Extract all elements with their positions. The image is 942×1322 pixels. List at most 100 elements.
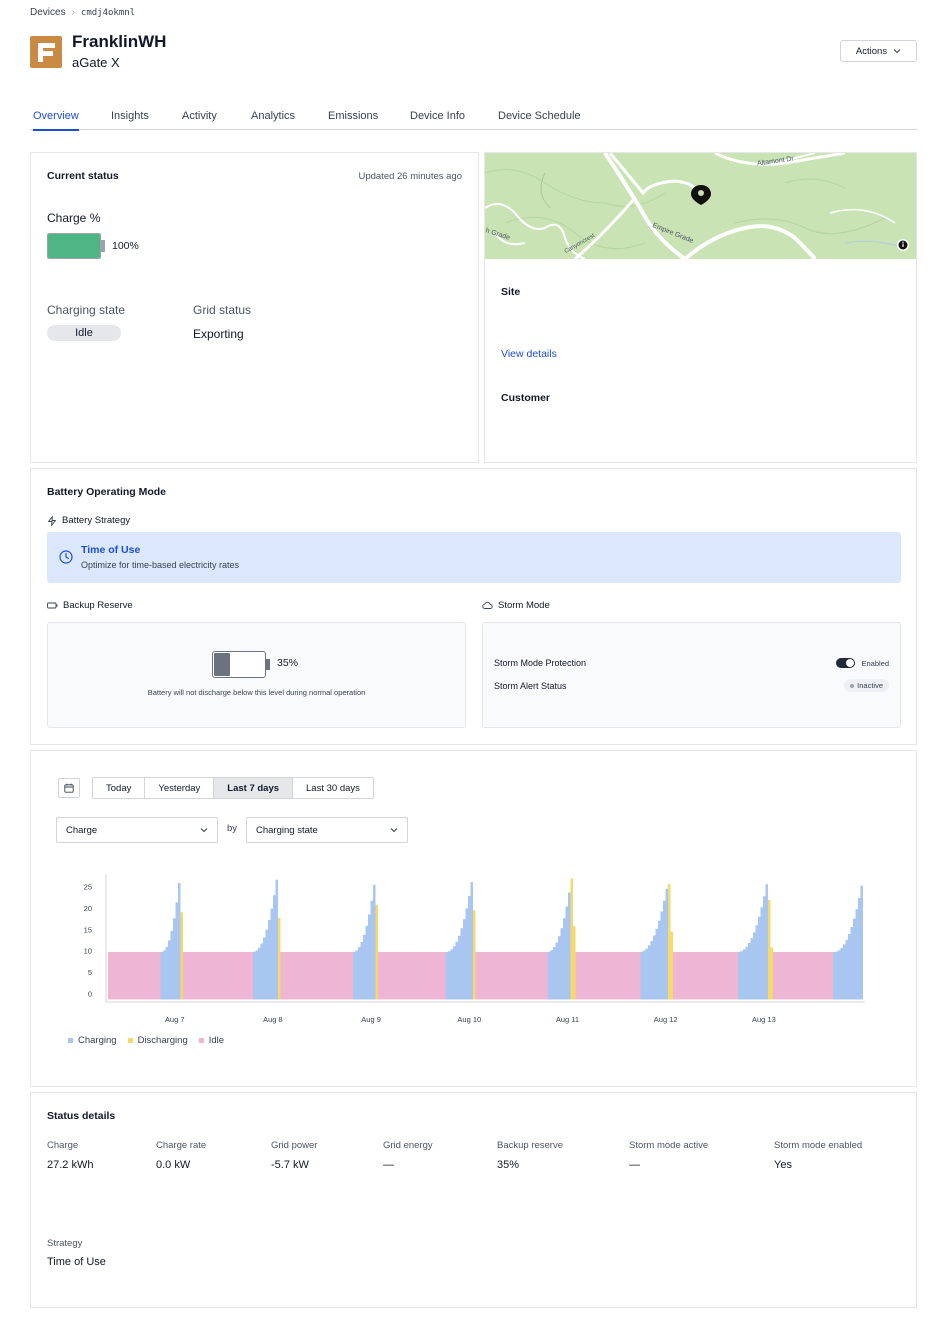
chart-bar [845, 939, 848, 1000]
x-tick-label: Aug 9 [361, 1015, 381, 1024]
chart-bar [183, 952, 186, 1000]
chart-bar [345, 952, 348, 1000]
chart-bar [610, 952, 613, 1000]
map-info-icon[interactable] [897, 239, 909, 251]
chart-bar [198, 952, 201, 1000]
tab-device-schedule[interactable]: Device Schedule [498, 110, 581, 122]
chart-bar [770, 947, 773, 1000]
chart-bar [460, 928, 463, 1000]
chart-bar [558, 936, 561, 1000]
status-field-value: — [383, 1159, 394, 1171]
range-yesterday-button[interactable]: Yesterday [145, 778, 215, 798]
chart-bar [440, 952, 443, 1000]
chart-bar [428, 952, 431, 1000]
chart-bar [638, 952, 641, 1000]
chart-bar [800, 952, 803, 1000]
chart-bar [458, 935, 461, 1000]
chart-bar [125, 952, 128, 1000]
chart-bar [408, 952, 411, 1000]
chart-bar [520, 952, 523, 1000]
chart-bar [548, 951, 551, 1000]
chart-bar [518, 952, 521, 1000]
chart-bar [633, 952, 636, 1000]
chart-bar [485, 952, 488, 1000]
chart-bar [258, 947, 261, 1000]
charge-label: Charge % [47, 211, 101, 225]
chart-bar [308, 952, 311, 1000]
tab-overview[interactable]: Overview [33, 110, 79, 131]
chart-bar [803, 952, 806, 1000]
y-tick-label: 20 [84, 904, 92, 913]
tab-insights[interactable]: Insights [111, 110, 149, 122]
lightning-icon [48, 515, 56, 526]
chart-bar [285, 952, 288, 1000]
chart-bar [375, 904, 378, 1000]
metric-select[interactable]: Charge [56, 817, 218, 843]
strategy-value: Time of Use [47, 1256, 106, 1268]
range-last-30-days-button[interactable]: Last 30 days [306, 782, 360, 794]
chart-bar [670, 931, 673, 1000]
chart-bar [553, 947, 556, 1000]
chart-bar [273, 895, 276, 1000]
chart-bar [715, 952, 718, 1000]
chart-bar [208, 952, 211, 1000]
tab-analytics[interactable]: Analytics [251, 110, 296, 122]
chart-bar [370, 900, 373, 1000]
date-picker-button[interactable] [58, 778, 80, 798]
group-by-select[interactable]: Charging state [246, 817, 408, 843]
chart-bar [675, 952, 678, 1000]
status-field-label: Grid power [271, 1140, 318, 1151]
tab-bar: Overview Insights Activity Analytics Emi… [30, 110, 917, 131]
chart-bar [745, 946, 748, 1000]
site-map[interactable]: Altamont Dr Empire Grade h Grade Canyonc… [485, 153, 916, 259]
range-today-button[interactable]: Today [93, 778, 146, 798]
tab-emissions[interactable]: Emissions [328, 110, 379, 122]
chart-bar [468, 896, 471, 1000]
chart-bar [815, 952, 818, 1000]
legend-label: Discharging [137, 1035, 188, 1046]
chart-bar [413, 952, 416, 1000]
storm-mode-label: Storm Mode [498, 600, 550, 611]
current-status-card: Current status Updated 26 minutes ago Ch… [30, 152, 479, 463]
chart-bar [525, 952, 528, 1000]
strategy-label: Strategy [47, 1238, 83, 1249]
chart-bar [673, 952, 676, 1000]
chart-bar [838, 950, 841, 1000]
charge-chart: 25 20 15 10 5 0 Aug 7 Aug 8 Aug 9 Aug 10 Aug 11 Aug… [84, 874, 865, 1024]
chart-bar [728, 952, 731, 1000]
status-field-value: Yes [774, 1159, 792, 1171]
view-details-link[interactable]: View details [501, 348, 557, 360]
status-field-value: 0.0 kW [156, 1159, 191, 1171]
chart-bar [465, 908, 468, 1000]
chart-bar [743, 949, 746, 1000]
chart-bar [270, 908, 273, 1000]
chart-bar [135, 952, 138, 1000]
range-last-7-days-button[interactable]: Last 7 days [214, 778, 294, 798]
chart-bar [495, 952, 498, 1000]
chart-bar [180, 912, 183, 1000]
chart-bar [858, 898, 861, 1000]
chart-bar [828, 952, 831, 1000]
chart-bar [850, 927, 853, 1000]
chart-bar [450, 949, 453, 1000]
chart-bar [325, 952, 328, 1000]
chart-bar [775, 952, 778, 1000]
chart-bar [385, 952, 388, 1000]
tab-device-info[interactable]: Device Info [410, 110, 466, 122]
actions-button[interactable]: Actions [840, 40, 917, 62]
chart-bar [510, 952, 513, 1000]
tab-activity[interactable]: Activity [182, 110, 217, 122]
chart-bar [240, 952, 243, 1000]
chart-bar [540, 952, 543, 1000]
chart-bar [500, 952, 503, 1000]
chart-bar [358, 947, 361, 1000]
chart-bar [388, 952, 391, 1000]
chart-bar [350, 952, 353, 1000]
chart-bar [435, 952, 438, 1000]
storm-protection-toggle[interactable] [836, 658, 855, 668]
breadcrumb-devices-link[interactable]: Devices [30, 7, 66, 18]
chart-bar [455, 941, 458, 1000]
x-tick-label: Aug 7 [165, 1015, 185, 1024]
legend-label: Idle [208, 1035, 225, 1046]
chart-bar [593, 952, 596, 1000]
